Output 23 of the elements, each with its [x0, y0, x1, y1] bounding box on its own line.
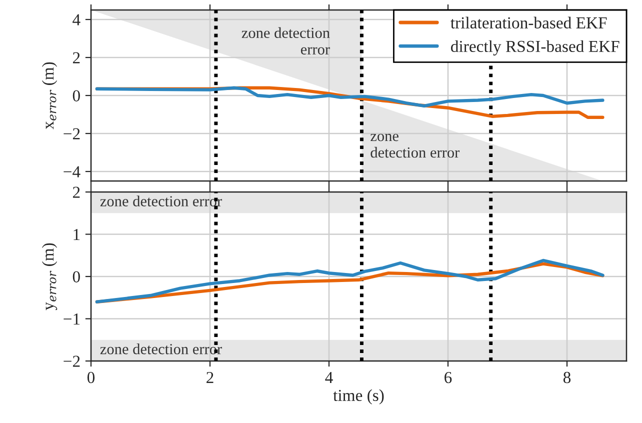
x-tick-label: 6	[444, 372, 452, 384]
legend-label: trilateration-based EKF	[450, 16, 607, 28]
y-axis-title: y$_{error}$ (m)	[42, 243, 58, 310]
x-axis-title: time (s)	[333, 389, 384, 404]
y-tick-label: 0	[72, 271, 80, 282]
y-tick-label: −1	[64, 314, 80, 325]
x-tick-label: 8	[563, 372, 571, 384]
y-axis-title: x$_{error}$ (m)	[42, 62, 58, 130]
y-tick-label: 1	[74, 229, 80, 240]
legend-label: directly RSSI-based EKF	[451, 40, 620, 56]
y-tick-label: −4	[64, 166, 80, 178]
y-tick-label: 4	[72, 14, 80, 26]
x-tick-label: 2	[206, 372, 214, 383]
x-tick-label: 4	[325, 372, 333, 383]
band-label: zone detection error	[100, 196, 222, 206]
y-tick-label: −2	[64, 356, 80, 367]
y-tick-label: −2	[64, 128, 80, 140]
annotation: zone detection error	[370, 134, 460, 158]
y-tick-label: 2	[72, 52, 80, 64]
x-tick-label: 0	[87, 372, 95, 384]
y-tick-label: 0	[72, 90, 80, 102]
annotation: zone detection error	[242, 27, 330, 55]
y-tick-label: 2	[72, 186, 80, 198]
